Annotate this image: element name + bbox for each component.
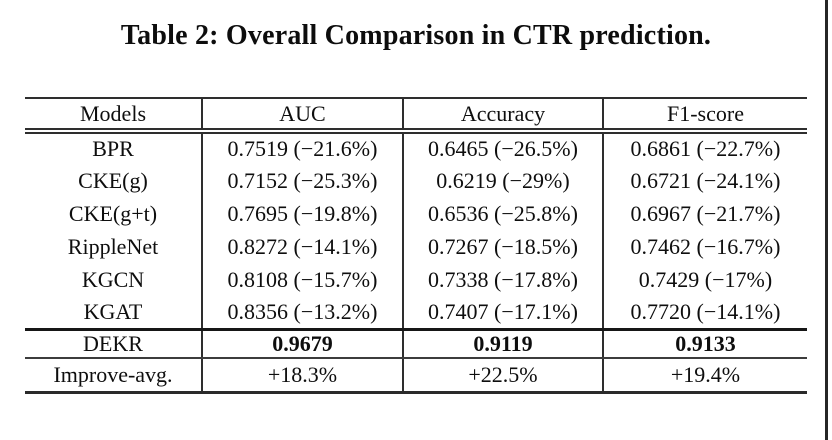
cell-accuracy: 0.7267 (−18.5%) xyxy=(402,230,603,263)
table-caption: Table 2: Overall Comparison in CTR predi… xyxy=(120,20,712,51)
cell-auc: 0.8356 (−13.2%) xyxy=(201,296,403,329)
cell-f1-score: 0.6861 (−22.7%) xyxy=(602,131,807,164)
table-row-dekr: DEKR 0.9679 0.9119 0.9133 xyxy=(25,327,807,359)
cell-f1-score: +19.4% xyxy=(602,358,807,394)
cell-auc: 0.7695 (−19.8%) xyxy=(201,197,403,230)
cell-auc: 0.8108 (−15.7%) xyxy=(201,263,403,296)
page-edge-line xyxy=(825,0,828,440)
cell-model: Improve-avg. xyxy=(25,358,202,394)
cell-auc: 0.8272 (−14.1%) xyxy=(201,230,403,263)
cell-model: DEKR xyxy=(25,327,202,359)
col-header-f1-score: F1-score xyxy=(602,98,807,134)
table-row-kgcn: KGCN 0.8108 (−15.7%) 0.7338 (−17.8%) 0.7… xyxy=(25,263,807,296)
header-row: Models AUC Accuracy F1-score xyxy=(25,98,807,134)
cell-model: KGAT xyxy=(83,298,143,324)
cell-model: BPR xyxy=(92,136,134,161)
cell-accuracy: 0.6465 (−26.5%) xyxy=(402,131,603,164)
cell-accuracy: +22.5% xyxy=(402,358,603,394)
cell-auc: 0.9679 xyxy=(201,327,403,359)
table-row-bpr: BPR 0.7519 (−21.6%) 0.6465 (−26.5%) 0.68… xyxy=(25,131,807,164)
table-row-cke-g: CKE(g) 0.7152 (−25.3%) 0.6219 (−29%) 0.6… xyxy=(25,164,807,197)
ctr-comparison-table: Models AUC Accuracy F1-score BPR 0.7519 … xyxy=(25,97,807,394)
cell-f1-score: 0.6967 (−21.7%) xyxy=(602,197,807,230)
cell-f1-score: 0.9133 xyxy=(602,327,807,359)
table-row-cke-g-t: CKE(g+t) 0.7695 (−19.8%) 0.6536 (−25.8%)… xyxy=(25,197,807,230)
cell-auc: 0.7152 (−25.3%) xyxy=(201,164,403,197)
cell-model: CKE(g) xyxy=(78,167,148,193)
table-row-improve-avg: Improve-avg. +18.3% +22.5% +19.4% xyxy=(25,358,807,394)
cell-model: KGCN xyxy=(81,266,145,292)
cell-accuracy: 0.7338 (−17.8%) xyxy=(402,263,603,296)
cell-accuracy: 0.7407 (−17.1%) xyxy=(402,296,603,329)
cell-f1-score: 0.7429 (−17%) xyxy=(602,263,807,296)
col-header-models: Models xyxy=(25,98,202,134)
col-header-auc: AUC xyxy=(201,98,403,134)
cell-accuracy: 0.9119 xyxy=(402,327,603,359)
table-row-ripplenet: RippleNet 0.8272 (−14.1%) 0.7267 (−18.5%… xyxy=(25,230,807,263)
cell-f1-score: 0.7462 (−16.7%) xyxy=(602,230,807,263)
cell-auc: +18.3% xyxy=(201,358,403,394)
cell-accuracy: 0.6219 (−29%) xyxy=(402,164,603,197)
col-header-accuracy: Accuracy xyxy=(402,98,603,134)
cell-accuracy: 0.6536 (−25.8%) xyxy=(402,197,603,230)
cell-f1-score: 0.6721 (−24.1%) xyxy=(602,164,807,197)
cell-model: CKE(g+t) xyxy=(68,200,158,226)
table-row-kgat: KGAT 0.8356 (−13.2%) 0.7407 (−17.1%) 0.7… xyxy=(25,296,807,329)
cell-model: RippleNet xyxy=(67,233,159,259)
cell-auc: 0.7519 (−21.6%) xyxy=(201,131,403,164)
cell-f1-score: 0.7720 (−14.1%) xyxy=(602,296,807,329)
